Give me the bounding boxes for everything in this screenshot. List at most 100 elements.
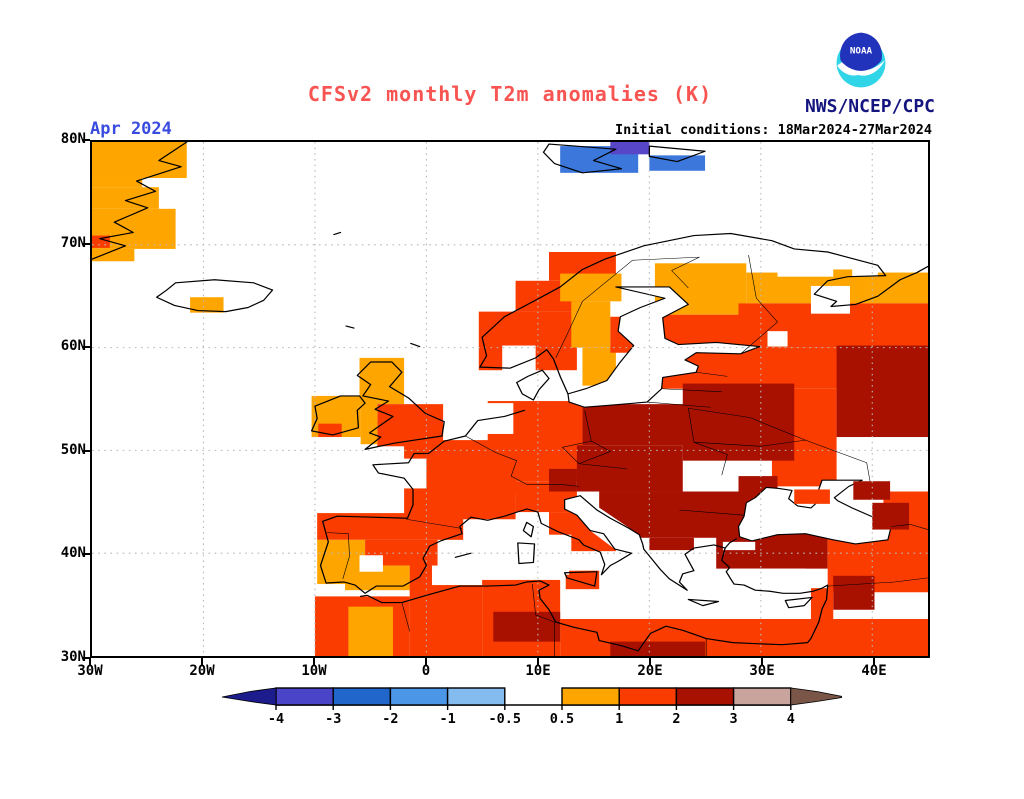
country-border bbox=[688, 407, 806, 441]
anomaly-cell bbox=[836, 345, 928, 438]
coastline bbox=[410, 342, 421, 348]
anomaly-cell bbox=[853, 481, 891, 500]
colorbar-segment bbox=[732, 687, 792, 706]
chart-title: CFSv2 monthly T2m anomalies (K) bbox=[307, 82, 713, 106]
anomaly-cell bbox=[348, 606, 393, 656]
lat-axis-label: 80N bbox=[60, 131, 86, 147]
country-border bbox=[647, 401, 711, 408]
lon-axis-label: 0 bbox=[421, 663, 431, 679]
coastline bbox=[784, 596, 813, 609]
lon-axis-label: 40E bbox=[861, 663, 887, 679]
colorbar-segment bbox=[561, 687, 620, 706]
anomaly-cell bbox=[409, 585, 483, 656]
coastline bbox=[310, 395, 366, 436]
lat-axis-tick bbox=[82, 553, 90, 556]
anomaly-cell bbox=[359, 555, 383, 572]
europe-anomaly-map bbox=[92, 142, 928, 656]
coastline bbox=[479, 232, 928, 368]
lon-axis-tick bbox=[89, 658, 91, 665]
lat-axis-label: 40N bbox=[60, 545, 86, 562]
country-border bbox=[510, 475, 580, 487]
country-border bbox=[555, 256, 700, 358]
colorbar-label: 4 bbox=[787, 711, 795, 727]
coastline bbox=[516, 369, 550, 401]
agency-label: NWS/NCEP/CPC bbox=[804, 96, 935, 117]
noaa-logo-icon: NOAA bbox=[836, 32, 886, 88]
anomaly-cell bbox=[377, 404, 444, 447]
anomaly-cell bbox=[582, 404, 694, 446]
lon-axis-label: 30E bbox=[749, 663, 775, 679]
lon-axis-tick bbox=[425, 658, 427, 665]
colorbar-segment bbox=[389, 687, 449, 706]
coastline bbox=[522, 521, 535, 538]
country-border bbox=[661, 388, 722, 393]
coastline bbox=[687, 598, 720, 607]
lon-axis-tick bbox=[537, 658, 539, 665]
colorbar-right-arrow-icon bbox=[790, 687, 842, 706]
country-border bbox=[827, 577, 928, 587]
anomaly-cell bbox=[810, 588, 834, 621]
coastline bbox=[563, 571, 598, 587]
anomaly-cell bbox=[92, 187, 159, 209]
map-plot-area bbox=[90, 140, 930, 658]
coastline bbox=[454, 552, 472, 558]
colorbar-label: 1 bbox=[615, 711, 623, 727]
anomaly-cell bbox=[493, 611, 561, 642]
coastline bbox=[517, 542, 536, 565]
colorbar-label: -3 bbox=[325, 711, 341, 727]
sea-area bbox=[526, 553, 570, 575]
colorbar-label: -1 bbox=[439, 711, 455, 727]
colorbar-segment bbox=[332, 687, 392, 706]
lon-axis-tick bbox=[313, 658, 315, 665]
anomaly-cell bbox=[682, 383, 795, 461]
lat-axis-tick bbox=[82, 657, 90, 659]
coastline bbox=[648, 145, 706, 163]
colorbar-label: -4 bbox=[268, 711, 284, 727]
lon-axis-tick bbox=[761, 658, 763, 665]
anomaly-cell bbox=[92, 248, 135, 262]
country-border bbox=[891, 524, 928, 530]
lat-axis-label: 60N bbox=[60, 338, 86, 355]
lon-axis-tick bbox=[649, 658, 651, 665]
anomaly-cell bbox=[610, 641, 706, 656]
colorbar-segment bbox=[446, 687, 506, 706]
coastline bbox=[345, 325, 355, 329]
anomaly-cell bbox=[833, 269, 853, 278]
country-border bbox=[696, 371, 728, 377]
anomaly-cell bbox=[409, 558, 432, 588]
anomaly-cell bbox=[794, 489, 830, 504]
coastline bbox=[319, 409, 737, 594]
colorbar-label: -2 bbox=[382, 711, 398, 727]
country-border bbox=[671, 256, 700, 289]
anomaly-cell bbox=[649, 537, 694, 551]
anomaly-cell bbox=[560, 273, 622, 302]
country-border bbox=[562, 410, 611, 465]
colorbar-label: -0.5 bbox=[489, 711, 522, 727]
anomaly-cell bbox=[872, 502, 910, 530]
coastline bbox=[333, 231, 342, 236]
anomaly-cell bbox=[833, 575, 875, 610]
initial-conditions-label: Initial conditions: 18Mar2024-27Mar2024 bbox=[615, 122, 932, 138]
sea-area bbox=[737, 479, 892, 545]
sea-area bbox=[524, 520, 550, 554]
forecast-month-label: Apr 2024 bbox=[90, 119, 172, 139]
lon-axis-tick bbox=[873, 658, 875, 665]
lon-axis-tick bbox=[201, 658, 203, 665]
anomaly-cell bbox=[360, 400, 378, 445]
noaa-logo-text: NOAA bbox=[850, 46, 873, 57]
anomaly-cell bbox=[92, 142, 187, 178]
anomaly-cell bbox=[571, 301, 611, 348]
country-border bbox=[327, 532, 350, 579]
country-border bbox=[531, 584, 555, 656]
colorbar-label: 0.5 bbox=[550, 711, 574, 727]
anomaly-cell bbox=[190, 297, 224, 313]
colorbar-label: 2 bbox=[672, 711, 680, 727]
lat-axis-tick bbox=[82, 346, 90, 349]
lat-axis-label: 50N bbox=[60, 441, 86, 458]
lat-axis-label: 30N bbox=[60, 649, 86, 665]
colorbar-left-arrow-icon bbox=[221, 687, 277, 706]
anomaly-cell bbox=[576, 445, 683, 492]
lon-axis-label: 30W bbox=[77, 663, 103, 679]
coastline bbox=[542, 143, 623, 174]
